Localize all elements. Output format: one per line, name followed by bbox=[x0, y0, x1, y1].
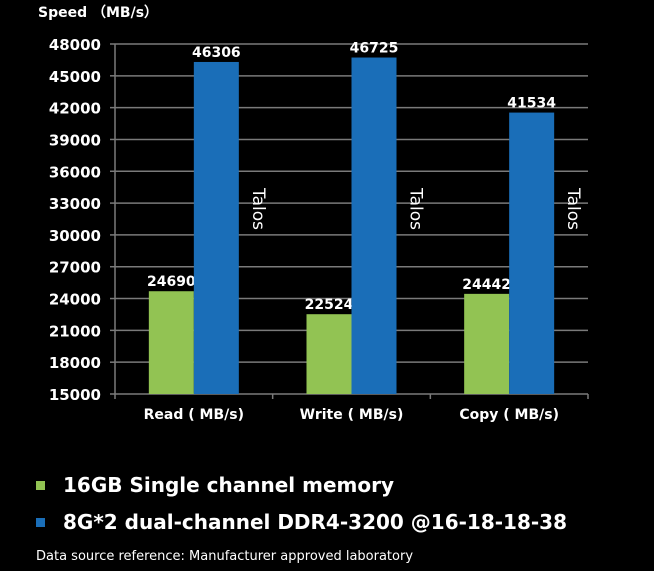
y-tick-label: 33000 bbox=[49, 195, 101, 213]
x-tick-label: Write ( MB/s) bbox=[300, 407, 404, 423]
legend-swatch-green bbox=[36, 480, 45, 490]
y-tick-label: 21000 bbox=[49, 322, 101, 340]
bar-annotation: Talos bbox=[406, 187, 426, 230]
x-tick-label: Read ( MB/s) bbox=[144, 407, 244, 423]
legend-item-single-channel: 16GB Single channel memory bbox=[36, 473, 394, 497]
bar-single bbox=[148, 291, 194, 394]
bar-annotation: Talos bbox=[248, 187, 268, 230]
y-tick-label: 30000 bbox=[49, 227, 101, 245]
data-label: 22524 bbox=[305, 297, 354, 313]
data-label: 46725 bbox=[350, 41, 399, 57]
y-tick-label: 45000 bbox=[49, 68, 101, 86]
y-tick-label: 18000 bbox=[49, 354, 101, 372]
data-label: 41534 bbox=[507, 96, 556, 112]
bar-single bbox=[306, 314, 352, 394]
footer-note: Data source reference: Manufacturer appr… bbox=[36, 549, 414, 564]
bar-dual bbox=[193, 61, 239, 394]
legend-label: 16GB Single channel memory bbox=[63, 473, 394, 497]
legend-item-dual-channel: 8G*2 dual-channel DDR4-3200 @16-18-18-38 bbox=[36, 510, 567, 534]
y-tick-label: 42000 bbox=[49, 100, 101, 118]
bar-single bbox=[464, 293, 510, 394]
bar-dual bbox=[509, 112, 555, 394]
data-label: 24442 bbox=[462, 277, 511, 293]
bar-annotation: Talos bbox=[563, 187, 583, 230]
legend-swatch-blue bbox=[36, 517, 45, 527]
y-tick-label: 36000 bbox=[49, 163, 101, 181]
y-tick-label: 15000 bbox=[49, 386, 101, 404]
y-tick-label: 39000 bbox=[49, 131, 101, 149]
y-tick-label: 48000 bbox=[49, 36, 101, 54]
data-label: 46306 bbox=[192, 45, 241, 61]
y-tick-label: 24000 bbox=[49, 291, 101, 309]
data-label: 24690 bbox=[147, 274, 196, 290]
y-tick-label: 27000 bbox=[49, 259, 101, 277]
legend-label: 8G*2 dual-channel DDR4-3200 @16-18-18-38 bbox=[63, 510, 568, 534]
bar-dual bbox=[351, 57, 397, 394]
x-tick-label: Copy ( MB/s) bbox=[459, 407, 559, 423]
y-axis-label: Speed （MB/s） bbox=[38, 5, 158, 21]
